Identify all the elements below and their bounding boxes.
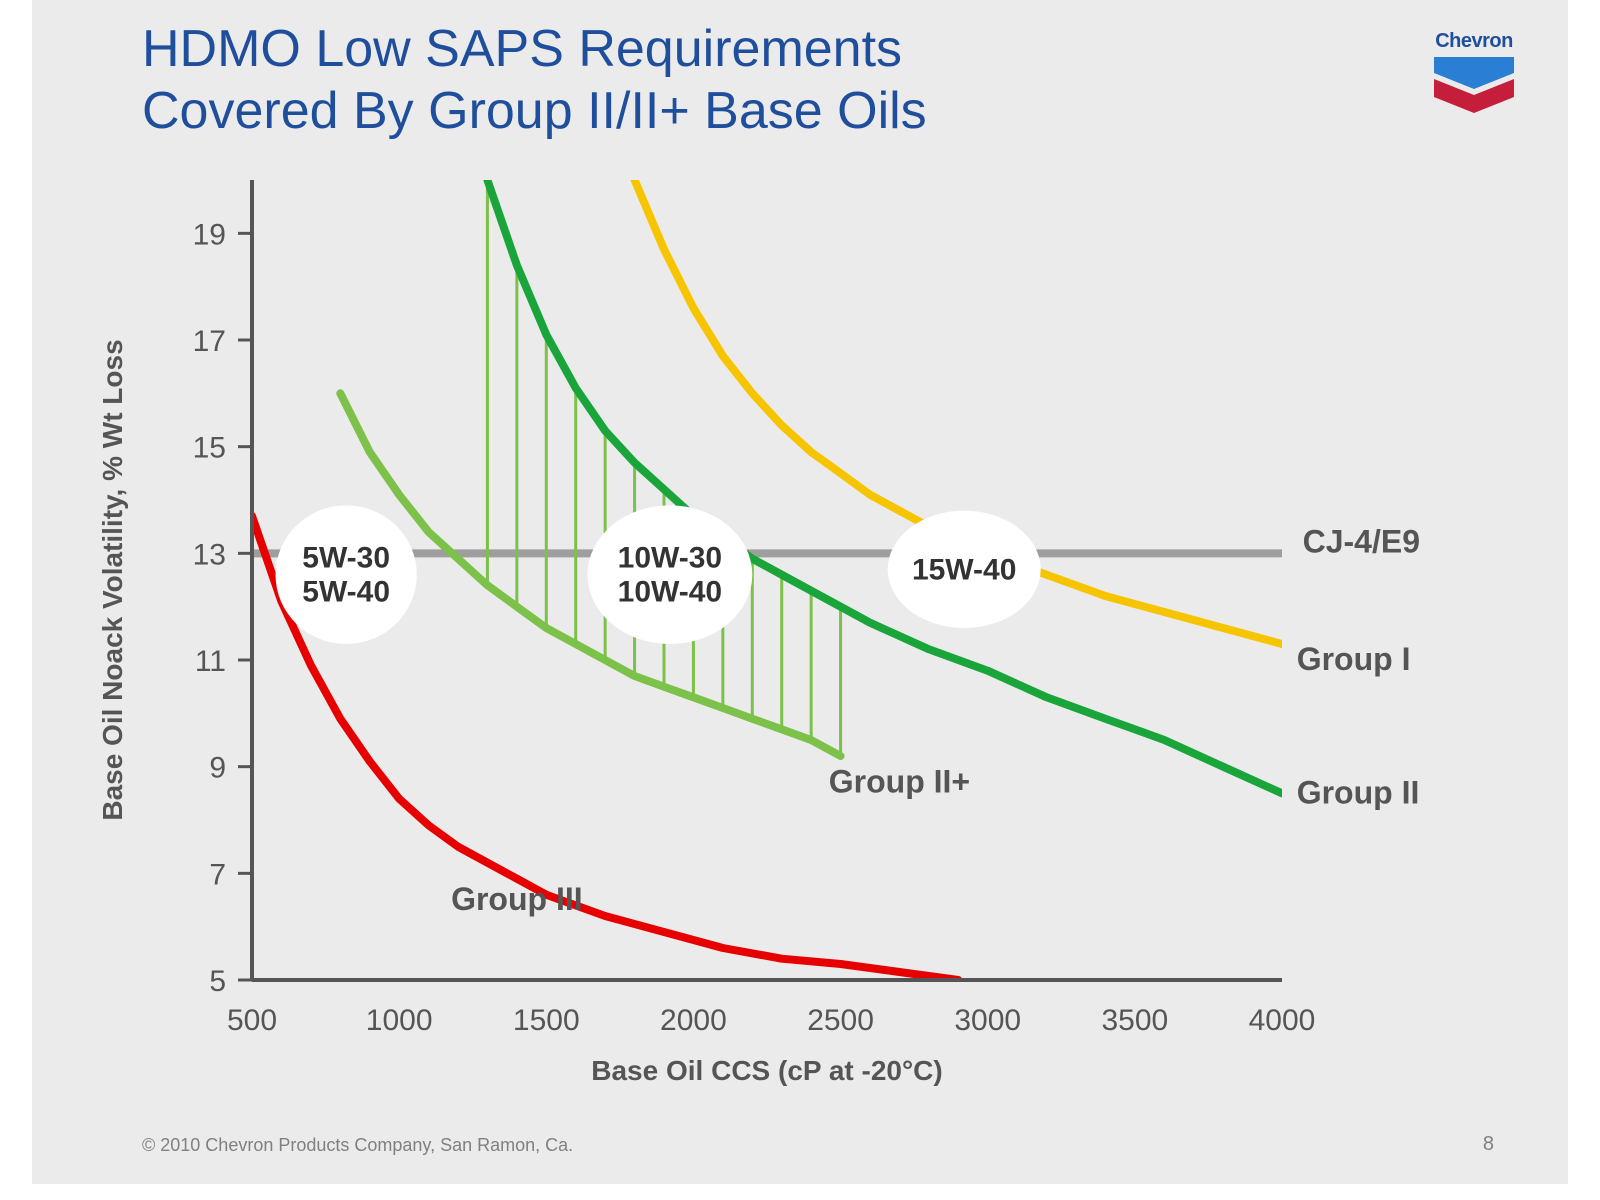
title-line-2: Covered By Group II/II+ Base Oils xyxy=(142,82,927,140)
x-tick-label: 2500 xyxy=(807,1004,874,1037)
curve-label-group1: Group I xyxy=(1297,641,1411,677)
x-tick-label: 1500 xyxy=(513,1004,580,1037)
y-tick-label: 11 xyxy=(195,645,226,678)
reference-line-label: CJ-4/E9 xyxy=(1303,524,1420,560)
annotation-text: 5W-30 xyxy=(302,542,390,575)
x-tick-label: 1000 xyxy=(366,1004,433,1037)
chart: 5 7 9 11 13 15 17 19 500 1000 1500 2000 2500 3000 3500… xyxy=(82,170,1522,1110)
y-axis-label: Base Oil Noack Volatility, % Wt Loss xyxy=(97,339,128,820)
y-tick-label: 9 xyxy=(209,752,226,785)
logo-text: Chevron xyxy=(1430,30,1518,53)
y-tick-label: 7 xyxy=(209,858,226,891)
y-tick-label: 13 xyxy=(193,538,226,571)
curve-label-group2p: Group II+ xyxy=(829,764,970,800)
chevron-logo: Chevron xyxy=(1430,30,1518,123)
annotation-text: 15W-40 xyxy=(912,553,1016,586)
chevron-logo-icon xyxy=(1430,53,1518,123)
curve-label-group2: Group II xyxy=(1297,774,1420,810)
x-axis-label: Base Oil CCS (cP at -20°C) xyxy=(591,1055,942,1086)
y-tick-label: 5 xyxy=(209,965,226,998)
page-number: 8 xyxy=(1483,1133,1494,1156)
curve-label-group3: Group III xyxy=(451,881,583,917)
footer-copyright: © 2010 Chevron Products Company, San Ram… xyxy=(142,1135,573,1156)
x-tick-label: 500 xyxy=(227,1004,277,1037)
slide: HDMO Low SAPS Requirements Covered By Gr… xyxy=(32,0,1568,1184)
title-line-1: HDMO Low SAPS Requirements xyxy=(142,20,902,78)
slide-title: HDMO Low SAPS Requirements Covered By Gr… xyxy=(142,18,1242,143)
x-tick-label: 3500 xyxy=(1101,1004,1168,1037)
x-tick-label: 3000 xyxy=(954,1004,1021,1037)
y-tick-label: 15 xyxy=(193,432,226,465)
x-tick-label: 4000 xyxy=(1249,1004,1316,1037)
annotation-text: 5W-40 xyxy=(302,576,390,609)
y-tick-label: 17 xyxy=(193,325,226,358)
y-tick-label: 19 xyxy=(193,218,226,251)
annotation-text: 10W-30 xyxy=(618,542,722,575)
annotation-text: 10W-40 xyxy=(618,576,722,609)
x-tick-label: 2000 xyxy=(660,1004,727,1037)
